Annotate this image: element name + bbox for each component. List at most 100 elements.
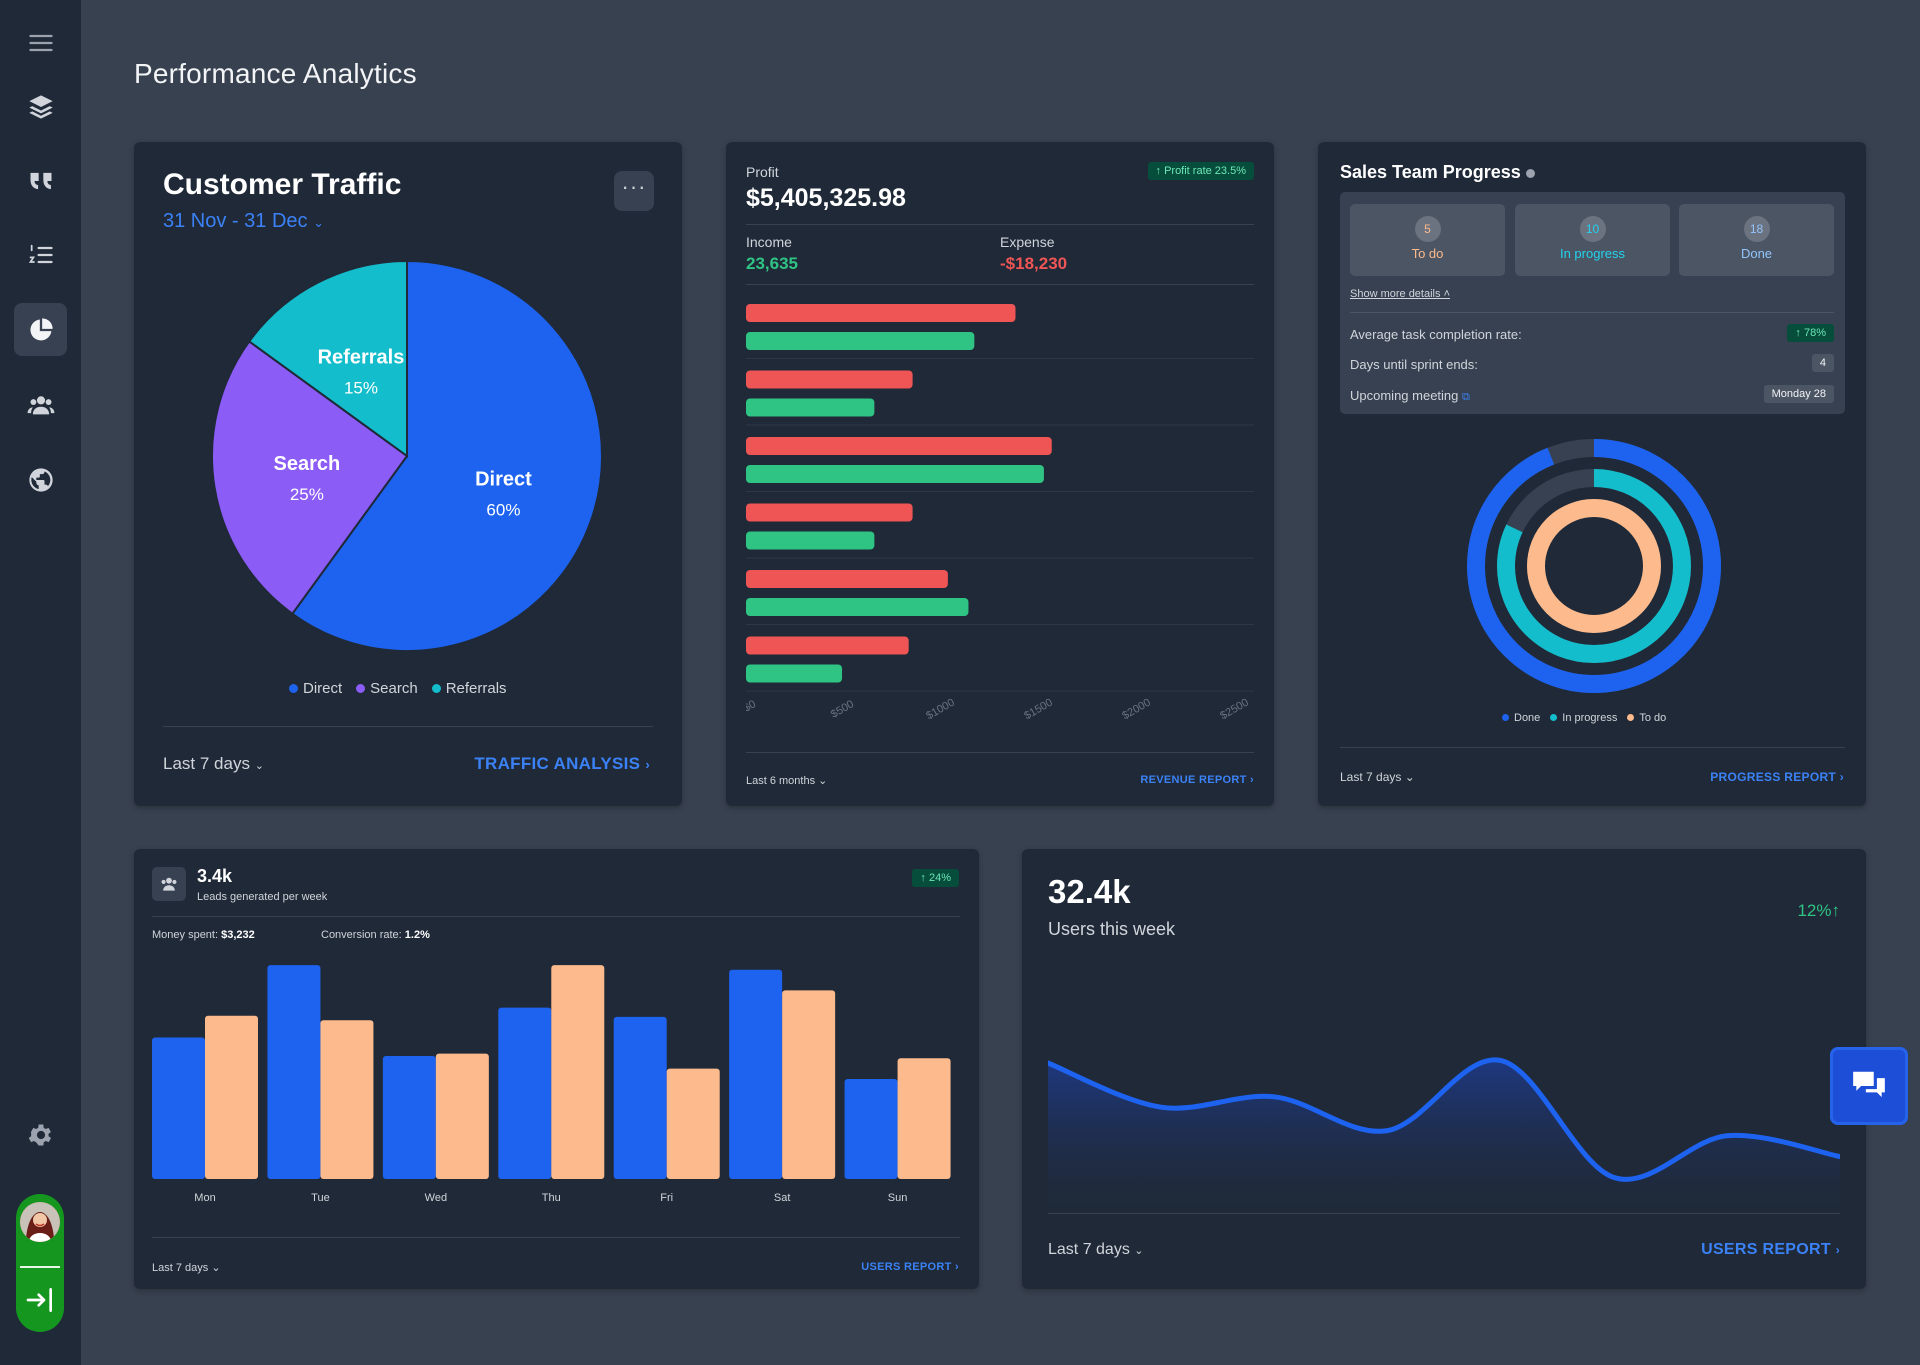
x-tick-label: Fri bbox=[660, 1192, 673, 1204]
leads-change-label: 24% bbox=[928, 872, 951, 884]
conversion-rate: Conversion rate: 1.2% bbox=[321, 929, 430, 941]
status-todo-count: 5 bbox=[1414, 216, 1441, 242]
chevron-right-icon: › bbox=[955, 1261, 959, 1273]
user-menu[interactable] bbox=[16, 1194, 64, 1332]
pie-slice-referrals bbox=[247, 261, 408, 458]
status-todo[interactable]: 5 To do bbox=[1350, 204, 1505, 276]
period-dropdown[interactable]: Last 7 days ⌄ bbox=[152, 1261, 221, 1274]
chevron-down-icon: ⌄ bbox=[818, 775, 828, 787]
info-icon[interactable] bbox=[1525, 168, 1535, 178]
traffic-analysis-label: TRAFFIC ANALYSIS bbox=[474, 754, 641, 773]
pie-chart-icon[interactable] bbox=[14, 303, 67, 356]
pie-slice-search bbox=[212, 339, 409, 616]
users-area-chart bbox=[1048, 1057, 1840, 1219]
quote-icon[interactable] bbox=[14, 154, 67, 207]
gear-icon[interactable] bbox=[14, 1108, 67, 1161]
logout-icon[interactable] bbox=[24, 1284, 56, 1316]
pie-label-value: 25% bbox=[290, 485, 324, 504]
divider bbox=[1340, 747, 1845, 748]
area-line bbox=[1048, 1057, 1840, 1182]
date-range-dropdown[interactable]: 31 Nov - 31 Dec ⌄ bbox=[163, 210, 324, 233]
globe-icon[interactable] bbox=[14, 453, 67, 506]
upcoming-meeting-label: Upcoming meeting bbox=[1350, 388, 1459, 403]
avatar[interactable] bbox=[20, 1202, 60, 1242]
profit-value: $5,405,325.98 bbox=[746, 184, 906, 212]
calendar-icon[interactable]: ⧉ bbox=[1462, 391, 1470, 403]
status-in-progress-label: In progress bbox=[1559, 246, 1626, 261]
users-subtitle: Users this week bbox=[1048, 919, 1176, 939]
profit-rate-label: Profit rate 23.5% bbox=[1164, 165, 1246, 177]
money-spent: Money spent: $3,232 bbox=[152, 929, 255, 941]
divider bbox=[163, 726, 653, 727]
period-dropdown[interactable]: Last 7 days ⌄ bbox=[1048, 1241, 1144, 1259]
ordered-list-icon[interactable] bbox=[14, 228, 67, 281]
chat-icon bbox=[1853, 1071, 1885, 1098]
users-report-link[interactable]: USERS REPORT › bbox=[1701, 1241, 1840, 1259]
chevron-down-icon: ⌄ bbox=[1404, 770, 1415, 784]
sprint-days-row: Days until sprint ends: 4 bbox=[1350, 354, 1834, 372]
bar bbox=[746, 304, 1016, 322]
legend-label-direct: Direct bbox=[303, 680, 343, 697]
customer-traffic-card: Customer Traffic 31 Nov - 31 Dec ⌄ ··· D… bbox=[134, 142, 682, 806]
layers-icon[interactable] bbox=[14, 80, 67, 133]
period-label: Last 7 days bbox=[1340, 770, 1402, 784]
chevron-down-icon: ⌄ bbox=[254, 760, 264, 772]
show-more-label: Show more details bbox=[1350, 288, 1441, 300]
sales-title-text: Sales Team Progress bbox=[1340, 162, 1521, 182]
leads-bar-chart: Mon Tue Wed Thu Fri Sat Sun bbox=[152, 965, 951, 1204]
bar bbox=[782, 990, 836, 1179]
users-value: 32.4k bbox=[1048, 873, 1131, 910]
radial-bar-in-progress bbox=[1497, 469, 1691, 663]
users-change-label: 12% bbox=[1797, 901, 1832, 920]
status-done-label: Done bbox=[1740, 246, 1773, 261]
bar bbox=[746, 636, 909, 655]
bar bbox=[746, 503, 913, 522]
sales-title: Sales Team Progress bbox=[1340, 162, 1535, 183]
upcoming-meeting-row: Upcoming meeting ⧉ Monday 28 bbox=[1350, 385, 1834, 404]
show-more-details-link[interactable]: Show more details ˄ bbox=[1350, 288, 1450, 300]
sprint-days-label: Days until sprint ends: bbox=[1350, 357, 1478, 372]
status-done[interactable]: 18 Done bbox=[1679, 204, 1834, 276]
users-icon[interactable] bbox=[14, 378, 67, 431]
bar bbox=[844, 1078, 898, 1179]
traffic-analysis-link[interactable]: TRAFFIC ANALYSIS › bbox=[474, 754, 650, 774]
arrow-up-icon: ↑ bbox=[920, 872, 926, 884]
bar bbox=[746, 332, 975, 350]
x-tick-label: Sat bbox=[774, 1192, 791, 1204]
period-dropdown[interactable]: Last 7 days ⌄ bbox=[163, 754, 264, 774]
leads-value: 3.4k bbox=[197, 866, 233, 886]
status-done-count: 18 bbox=[1743, 216, 1770, 242]
legend-item-referrals: Referrals bbox=[431, 680, 507, 697]
progress-report-link[interactable]: PROGRESS REPORT › bbox=[1710, 770, 1844, 784]
more-options-button[interactable]: ··· bbox=[614, 171, 654, 211]
period-dropdown[interactable]: Last 7 days ⌄ bbox=[1340, 770, 1415, 784]
period-dropdown[interactable]: Last 6 months ⌄ bbox=[746, 774, 827, 787]
upcoming-meeting-value: Monday 28 bbox=[1763, 385, 1834, 403]
page-title: Performance Analytics bbox=[134, 58, 417, 89]
chat-button[interactable] bbox=[1830, 1047, 1908, 1125]
revenue-report-label: REVENUE REPORT bbox=[1140, 774, 1247, 786]
legend-label-done: Done bbox=[1514, 712, 1541, 724]
legend-item-to-do: To do bbox=[1627, 712, 1666, 724]
chevron-down-icon: ⌄ bbox=[313, 215, 324, 230]
sales-radial-chart bbox=[1467, 439, 1721, 693]
pie-label-value: 15% bbox=[344, 379, 378, 398]
bar bbox=[498, 1007, 552, 1179]
chevron-right-icon: › bbox=[1839, 770, 1844, 784]
bar bbox=[551, 965, 605, 1179]
menu-icon[interactable] bbox=[14, 16, 67, 69]
users-report-label: USERS REPORT bbox=[1701, 1241, 1831, 1258]
revenue-report-link[interactable]: REVENUE REPORT › bbox=[1140, 774, 1254, 786]
pie-slice-direct bbox=[290, 261, 602, 651]
conversion-rate-label: Conversion rate: bbox=[321, 929, 402, 941]
date-range-label: 31 Nov - 31 Dec bbox=[163, 210, 308, 232]
status-in-progress[interactable]: 10 In progress bbox=[1515, 204, 1670, 276]
users-report-link[interactable]: USERS REPORT › bbox=[861, 1261, 959, 1273]
divider bbox=[152, 916, 960, 917]
bar bbox=[746, 465, 1044, 483]
pie-label-value: 60% bbox=[486, 500, 520, 519]
bar bbox=[746, 437, 1052, 455]
x-tick-label: $0 bbox=[746, 698, 758, 715]
x-tick-label: $1000 bbox=[924, 697, 956, 723]
x-tick-label: $1500 bbox=[1022, 697, 1054, 723]
